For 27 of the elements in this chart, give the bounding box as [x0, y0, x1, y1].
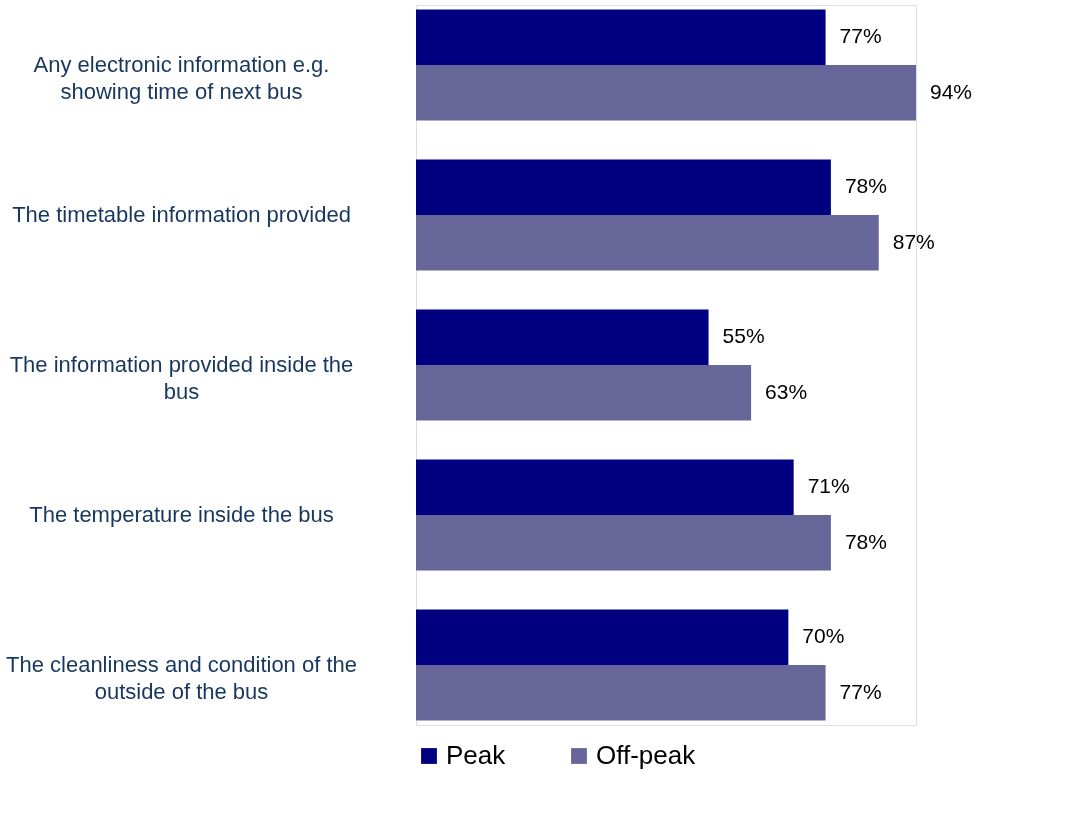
- bar: [416, 665, 826, 721]
- data-label: 78%: [844, 174, 887, 198]
- legend-label: Peak: [446, 740, 507, 770]
- y-tick-label: Any electronic information e.g. showing time of next bus: [33, 52, 330, 104]
- data-label: 77%: [839, 679, 882, 703]
- data-label: 63%: [765, 379, 808, 403]
- bar: [416, 215, 879, 271]
- bar: [416, 9, 826, 65]
- y-tick-label: The temperature inside the bus: [29, 502, 334, 527]
- data-label: 77%: [839, 24, 882, 48]
- bar: [416, 309, 709, 365]
- data-label: 87%: [892, 229, 935, 253]
- y-tick-label: The timetable information provided: [12, 202, 351, 227]
- data-label: 78%: [844, 529, 887, 553]
- bar: [416, 65, 916, 121]
- bar: [416, 159, 831, 215]
- data-label: 70%: [802, 624, 845, 648]
- data-label: 55%: [722, 324, 765, 348]
- y-tick-label: The cleanliness and condition of the outside of the bus: [5, 652, 358, 704]
- bar: [416, 515, 831, 571]
- y-tick-label: The information provided inside the bus: [9, 352, 354, 404]
- legend-label: Off-peak: [596, 740, 697, 770]
- bar: [416, 609, 789, 665]
- bar: [416, 365, 752, 421]
- bar: [416, 459, 794, 515]
- data-label: 94%: [930, 79, 973, 103]
- data-label: 71%: [807, 474, 850, 498]
